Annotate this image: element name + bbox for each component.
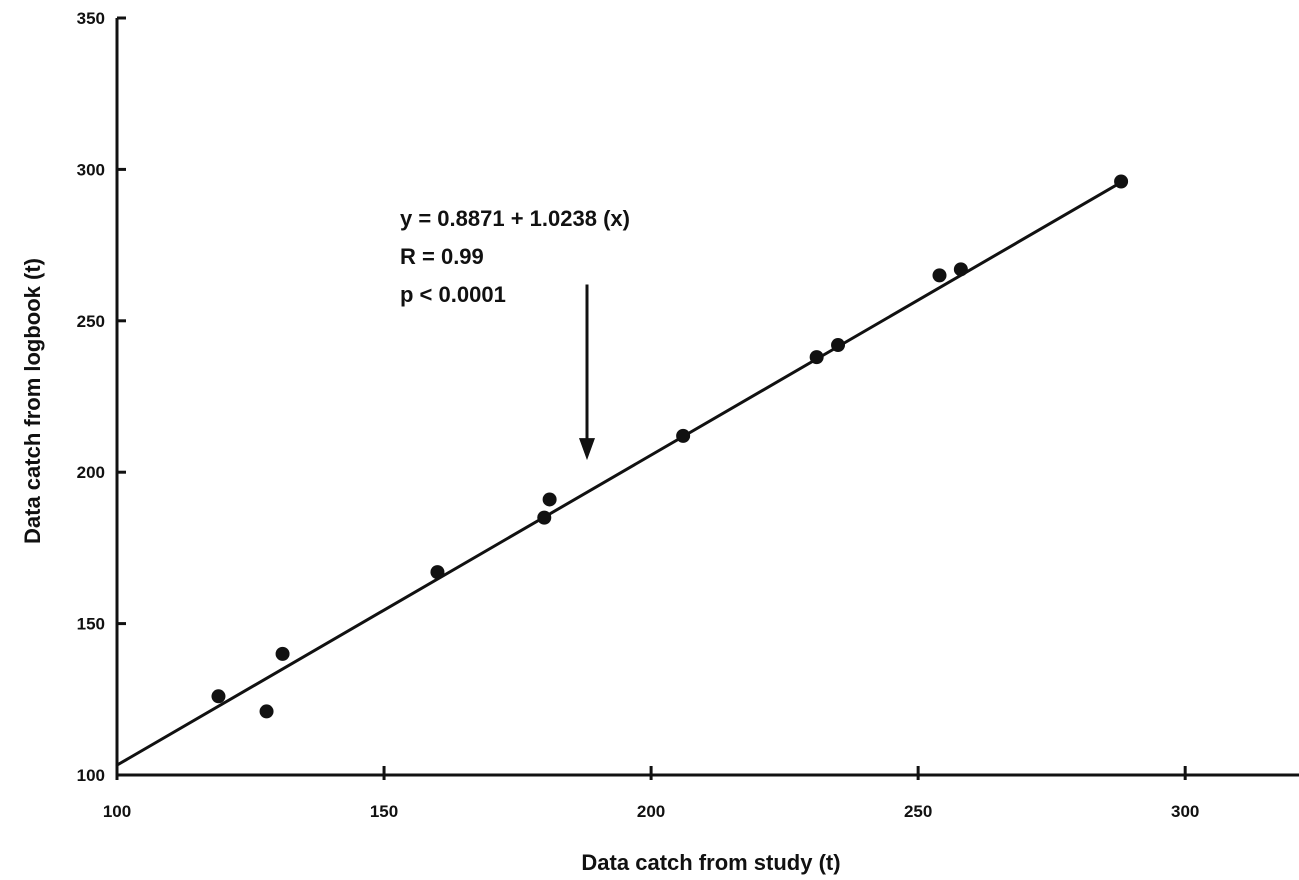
x-tick-label: 150 <box>370 802 398 821</box>
x-axis-title: Data catch from study (t) <box>581 850 840 875</box>
annotation-line: R = 0.99 <box>400 244 484 269</box>
data-point <box>430 565 445 580</box>
arrow-head <box>579 438 595 461</box>
data-point <box>275 646 290 661</box>
x-tick-label: 300 <box>1171 802 1199 821</box>
data-point <box>259 704 274 719</box>
y-tick-label: 200 <box>77 463 105 482</box>
data-point <box>932 268 947 283</box>
data-point <box>1114 174 1129 189</box>
y-tick-label: 300 <box>77 160 105 179</box>
data-point <box>676 428 691 443</box>
data-point <box>211 689 226 704</box>
y-tick-label: 350 <box>77 9 105 28</box>
data-point <box>542 492 557 507</box>
regression-line <box>115 180 1123 767</box>
data-point <box>953 262 968 277</box>
x-tick-label: 250 <box>904 802 932 821</box>
x-tick-label: 100 <box>103 802 131 821</box>
y-tick-label: 250 <box>77 312 105 331</box>
x-tick-label: 200 <box>637 802 665 821</box>
y-tick-label: 100 <box>77 766 105 785</box>
annotation-line: y = 0.8871 + 1.0238 (x) <box>400 206 630 231</box>
data-point <box>537 510 552 525</box>
annotation-line: p < 0.0001 <box>400 282 506 307</box>
data-point <box>809 350 824 365</box>
y-axis-title: Data catch from logbook (t) <box>20 258 45 544</box>
y-tick-label: 150 <box>77 615 105 634</box>
data-point <box>831 338 846 353</box>
